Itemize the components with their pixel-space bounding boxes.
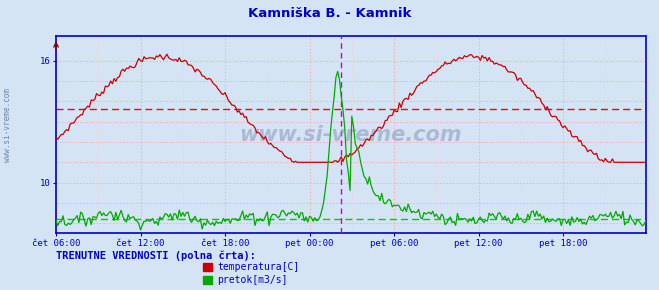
Text: www.si-vreme.com: www.si-vreme.com — [240, 125, 462, 145]
Text: Kamniška B. - Kamnik: Kamniška B. - Kamnik — [248, 7, 411, 20]
Text: www.si-vreme.com: www.si-vreme.com — [3, 88, 13, 162]
Legend: temperatura[C], pretok[m3/s]: temperatura[C], pretok[m3/s] — [202, 262, 299, 285]
Text: TRENUTNE VREDNOSTI (polna črta):: TRENUTNE VREDNOSTI (polna črta): — [56, 251, 256, 261]
